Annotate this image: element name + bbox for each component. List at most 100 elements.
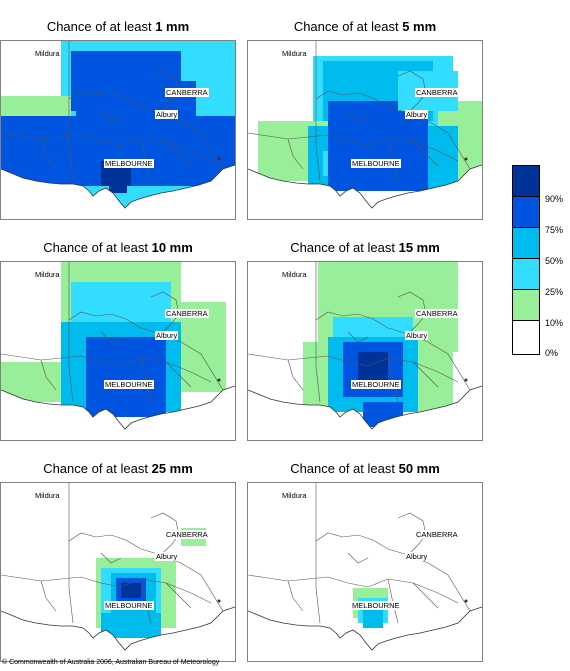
map-10mm-svg <box>1 262 235 430</box>
place-label-albury: Albury <box>155 110 179 119</box>
coast-marker <box>217 378 221 382</box>
boundary-line <box>40 580 57 612</box>
boundary-line <box>165 582 192 609</box>
place-label-albury: Albury <box>155 552 179 561</box>
legend-tick-50: 50% <box>545 256 564 266</box>
boundary-line <box>150 291 180 335</box>
boundary-line <box>315 262 321 403</box>
boundary-line <box>347 110 369 122</box>
place-label-melbourne: MELBOURNE <box>351 159 401 168</box>
boundary-line <box>412 361 439 388</box>
boundary-line <box>315 41 321 182</box>
coast-marker <box>464 378 468 382</box>
probability-cell <box>101 613 161 638</box>
map-25mm <box>0 482 236 662</box>
boundary-line <box>68 532 224 612</box>
place-label-canberra: CANBERRA <box>415 530 459 539</box>
place-label-mildura: Mildura <box>281 49 308 58</box>
boundary-line <box>287 580 304 612</box>
legend-band-75 <box>513 197 539 228</box>
map-5mm-svg <box>248 41 482 209</box>
place-label-melbourne: MELBOURNE <box>104 159 154 168</box>
place-label-melbourne: MELBOURNE <box>351 601 401 610</box>
probability-cell <box>363 402 403 427</box>
coast-marker <box>464 157 468 161</box>
boundary-line <box>40 138 57 170</box>
boundary-line <box>347 331 369 343</box>
boundary-line <box>315 532 471 612</box>
boundary-line <box>315 483 321 624</box>
map-1mm <box>0 40 236 220</box>
map-10mm <box>0 261 236 441</box>
panel-title-10mm: Chance of at least 10 mm <box>43 240 193 255</box>
legend-band-10 <box>513 290 539 321</box>
boundary-line <box>397 291 427 335</box>
legend-tick-25: 25% <box>545 287 564 297</box>
probability-cell <box>121 583 141 598</box>
place-label-canberra: CANBERRA <box>165 88 209 97</box>
boundary-line <box>347 552 369 564</box>
coast-marker <box>217 599 221 603</box>
probability-cell <box>358 352 388 382</box>
place-label-mildura: Mildura <box>34 49 61 58</box>
probability-field <box>96 528 206 638</box>
legend-tick-90: 90% <box>545 194 564 204</box>
map-25mm-svg <box>1 483 235 651</box>
legend-band-90 <box>513 166 539 197</box>
place-label-melbourne: MELBOURNE <box>104 380 154 389</box>
place-label-albury: Albury <box>405 552 429 561</box>
place-label-mildura: Mildura <box>34 270 61 279</box>
boundary-line <box>100 552 122 564</box>
boundary-line <box>165 140 192 167</box>
legend-band-0 <box>513 321 539 354</box>
legend-tick-0: 0% <box>545 348 559 358</box>
boundary-line <box>397 70 427 114</box>
place-label-albury: Albury <box>405 110 429 119</box>
place-label-canberra: CANBERRA <box>165 309 209 318</box>
coastline <box>248 164 482 209</box>
boundary-line <box>248 132 459 162</box>
place-label-canberra: CANBERRA <box>415 309 459 318</box>
legend-band-25 <box>513 259 539 290</box>
boundary-line <box>68 90 224 170</box>
boundary-line <box>1 574 212 604</box>
boundary-line <box>100 331 122 343</box>
probability-cell <box>109 173 127 193</box>
map-50mm-svg <box>248 483 482 651</box>
probability-cell <box>1 362 61 402</box>
boundary-line <box>397 512 427 556</box>
probability-legend <box>512 165 540 355</box>
boundary-line <box>150 512 180 556</box>
place-label-mildura: Mildura <box>281 491 308 500</box>
legend-tick-75: 75% <box>545 225 564 235</box>
map-1mm-svg <box>1 41 235 209</box>
boundary-line <box>315 90 471 170</box>
boundary-line <box>315 311 471 391</box>
map-50mm <box>247 482 483 662</box>
place-label-mildura: Mildura <box>34 491 61 500</box>
probability-field <box>1 262 226 417</box>
panel-title-50mm: Chance of at least 50 mm <box>290 461 440 476</box>
panel-title-1mm: Chance of at least 1 mm <box>46 19 190 34</box>
map-5mm <box>247 40 483 220</box>
boundary-line <box>68 262 74 403</box>
place-label-melbourne: MELBOURNE <box>104 601 154 610</box>
boundary-line <box>412 140 439 167</box>
boundary-line <box>68 311 224 391</box>
boundary-line <box>1 353 212 383</box>
boundary-line <box>165 361 192 388</box>
boundary-line <box>287 359 304 391</box>
boundary-line <box>40 359 57 391</box>
boundary-line <box>248 574 459 604</box>
probability-field <box>303 262 458 427</box>
boundary-line <box>287 138 304 170</box>
legend-tick-10: 10% <box>545 318 564 328</box>
panel-title-15mm: Chance of at least 15 mm <box>290 240 440 255</box>
boundary-line <box>150 70 180 114</box>
place-label-melbourne: MELBOURNE <box>351 380 401 389</box>
map-15mm <box>247 261 483 441</box>
coastline <box>1 385 235 430</box>
place-label-canberra: CANBERRA <box>165 530 209 539</box>
probability-cell <box>363 608 383 628</box>
boundary-line <box>68 41 74 182</box>
